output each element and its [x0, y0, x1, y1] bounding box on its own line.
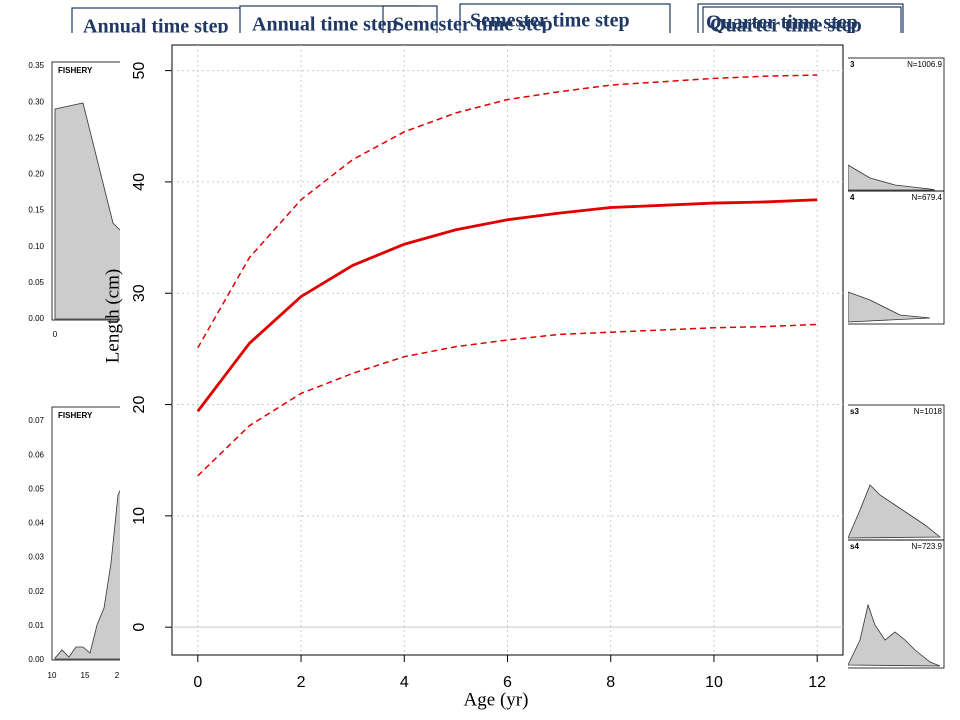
panel-y-tick-label: 0.20 — [28, 170, 44, 179]
y-tick-label: 40 — [131, 173, 148, 191]
panel-label: s4 — [850, 542, 859, 551]
panel-n: N=1018 — [914, 407, 943, 416]
x-tick-label: 12 — [808, 674, 826, 691]
x-tick-label: 2 — [297, 674, 306, 691]
y-tick-label: 20 — [131, 396, 148, 414]
panel-y-tick-label: 0.05 — [28, 484, 44, 493]
panel-y-tick-label: 0.30 — [28, 97, 44, 106]
header: Quarter time step — [710, 15, 862, 37]
header: Annual time step — [252, 14, 398, 36]
panel-y-tick-label: 0.35 — [28, 61, 44, 70]
line — [196, 198, 818, 413]
y-tick-label: 50 — [131, 62, 148, 80]
panel-x-tick-label: 2 — [115, 671, 120, 680]
x-tick-label: 6 — [503, 674, 512, 691]
y-tick-label: 30 — [131, 284, 148, 302]
panel-y-tick-label: 0.02 — [28, 587, 44, 596]
right-panel-labels: 3 N=1006.9 4 N=679.4 s3 N=1018 s4 N=723.9 — [850, 60, 943, 551]
y-tick-label: 0 — [131, 623, 148, 632]
plot-background — [120, 35, 848, 720]
panel-y-tick-label: 0.01 — [28, 621, 44, 630]
panel-label: FISHERY — [58, 66, 93, 75]
x-tick-label: 10 — [705, 674, 723, 691]
panel-y-tick-label: 0.04 — [28, 519, 44, 528]
panel-y-tick-label: 0.05 — [28, 278, 44, 287]
x-axis-label: Age (yr) — [464, 689, 529, 710]
panel-y-tick-label: 0.06 — [28, 450, 44, 459]
panel-y-tick-label: 0.25 — [28, 133, 44, 142]
header: Annual time step — [83, 16, 229, 38]
line — [197, 323, 818, 477]
panel-y-tick-label: 0.07 — [28, 416, 44, 425]
y-axis-label: Length (cm) — [102, 269, 123, 363]
panel-y-tick-label: 0.10 — [28, 242, 44, 251]
panel-n: N=723.9 — [912, 542, 943, 551]
panel-label: s3 — [850, 407, 859, 416]
panel-label: 3 — [850, 60, 855, 69]
panel-y-tick-label: 0.00 — [28, 655, 44, 664]
y-tick-label: 10 — [131, 507, 148, 525]
panel-y-tick-label: 0.15 — [28, 206, 44, 215]
chart: 0 2 4 6 8 10 12 0 10 20 30 40 50 — [131, 45, 843, 691]
panel-x-tick-label: 10 — [48, 671, 57, 680]
panel-n: N=679.4 — [912, 193, 943, 202]
panel-label: 4 — [850, 193, 855, 202]
panel-x-tick-label: 0 — [53, 330, 58, 339]
panel-label: FISHERY — [58, 411, 93, 420]
line — [197, 74, 818, 349]
left-panel: FISHERY 0.07 0.06 0.05 0.04 0.03 0.02 0.01 0.00… — [28, 406, 133, 680]
x-tick-label: 4 — [400, 674, 409, 691]
header: Quarter time step — [706, 12, 858, 34]
panel-x-tick-label: 15 — [81, 671, 90, 680]
x-tick-label: 8 — [606, 674, 615, 691]
panel-y-tick-label: 0.00 — [28, 314, 44, 323]
header: Semester time step — [470, 10, 630, 32]
right-areas — [847, 164, 942, 667]
panel-y-tick-label: 0.03 — [28, 553, 44, 562]
panel-n: N=1006.9 — [907, 60, 942, 69]
header: Semester time step — [393, 14, 553, 36]
x-tick-label: 0 — [193, 674, 202, 691]
